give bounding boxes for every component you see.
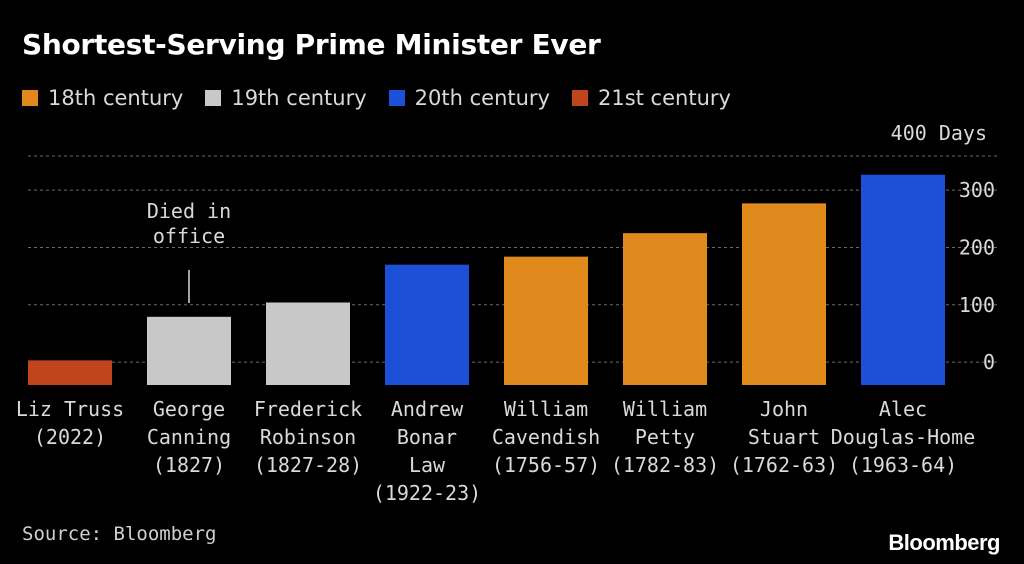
bar-1	[147, 316, 231, 385]
x-tick-label-1-1: Canning	[147, 425, 231, 449]
y-tick-label-100: 100	[959, 293, 995, 317]
bar-7	[861, 174, 945, 385]
chart-title: Shortest-Serving Prime Minister Ever	[22, 28, 601, 61]
legend-label-20th-century: 20th century	[414, 86, 550, 110]
bar-0	[28, 360, 112, 385]
y-tick-label-300: 300	[959, 178, 995, 202]
annotation-text-1: office	[153, 224, 225, 248]
bar-4	[504, 256, 588, 385]
bar-5	[623, 233, 707, 385]
legend-swatch-18th-century	[22, 90, 38, 106]
x-tick-label-3-3: (1922-23)	[373, 481, 481, 505]
x-tick-label-7-2: (1963-64)	[849, 453, 957, 477]
y-tick-label-200: 200	[959, 235, 995, 259]
x-tick-label-5-0: William	[623, 397, 707, 421]
x-tick-label-6-1: Stuart	[748, 425, 820, 449]
bar-3	[385, 264, 469, 385]
source-note: Source: Bloomberg	[22, 523, 217, 545]
x-tick-label-2-2: (1827-28)	[254, 453, 362, 477]
x-tick-label-4-0: William	[504, 397, 588, 421]
bloomberg-logo: Bloomberg	[888, 530, 1000, 555]
legend-item-21st-century: 21st century	[571, 86, 731, 110]
bars	[28, 174, 945, 385]
x-tick-label-7-0: Alec	[879, 397, 927, 421]
x-tick-label-7-1: Douglas-Home	[831, 425, 976, 449]
x-tick-label-3-2: Law	[409, 453, 446, 477]
legend-item-18th-century: 18th century	[22, 86, 183, 110]
x-tick-label-6-0: John	[760, 397, 808, 421]
legend-label-21st-century: 21st century	[597, 86, 731, 110]
category-labels: Liz Truss (2022) George Canning (1827) Freder…	[16, 397, 975, 505]
x-tick-label-3-1: Bonar	[397, 425, 457, 449]
x-tick-label-2-0: Frederick	[254, 397, 362, 421]
legend-item-19th-century: 19th century	[205, 86, 367, 110]
x-tick-label-3-0: Andrew	[391, 397, 464, 421]
x-tick-label-0-0: Liz Truss	[16, 397, 124, 421]
x-tick-label-5-2: (1782-83)	[611, 453, 719, 477]
legend-swatch-19th-century	[205, 90, 222, 106]
bar-2	[266, 302, 350, 385]
x-tick-label-6-2: (1762-63)	[730, 453, 838, 477]
x-tick-label-4-1: Cavendish	[492, 425, 600, 449]
legend-label-18th-century: 18th century	[48, 86, 184, 110]
x-tick-label-0-1: (2022)	[34, 425, 106, 449]
legend: 18th century 19th century 20th century 2…	[22, 86, 753, 110]
x-tick-label-1-0: George	[153, 397, 225, 421]
y-axis-unit-label: 400 Days	[891, 121, 987, 145]
legend-item-20th-century: 20th century	[388, 86, 550, 110]
x-tick-label-5-1: Petty	[635, 425, 695, 449]
x-tick-label-1-2: (1827)	[153, 453, 225, 477]
x-tick-label-4-2: (1756-57)	[492, 453, 600, 477]
bar-6	[742, 203, 826, 385]
x-tick-label-2-1: Robinson	[260, 425, 356, 449]
legend-label-19th-century: 19th century	[231, 86, 367, 110]
y-tick-label-0: 0	[983, 350, 995, 374]
annotation-text-0: Died in	[147, 199, 231, 223]
legend-swatch-20th-century	[388, 90, 405, 106]
legend-swatch-21st-century	[571, 90, 588, 106]
